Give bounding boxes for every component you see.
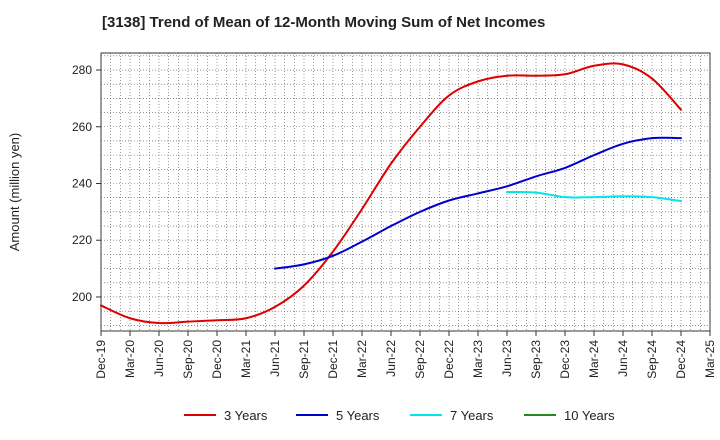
x-tick-label: Sep-23 xyxy=(529,340,543,379)
y-tick-label: 280 xyxy=(72,63,92,77)
x-tick-label: Jun-21 xyxy=(268,340,282,377)
x-tick-label: Mar-21 xyxy=(239,340,253,378)
x-tick-label: Jun-24 xyxy=(616,340,630,377)
y-tick-label: 200 xyxy=(72,290,92,304)
legend-label-7-years: 7 Years xyxy=(450,408,494,423)
x-tick-label: Mar-23 xyxy=(471,340,485,378)
x-tick-label: Jun-20 xyxy=(152,340,166,377)
grid-lines xyxy=(100,53,711,331)
x-tick-label: Mar-25 xyxy=(703,340,717,378)
x-tick-label: Sep-21 xyxy=(297,340,311,379)
x-tick-label: Sep-20 xyxy=(181,340,195,379)
x-tick-label: Mar-20 xyxy=(123,340,137,378)
y-tick-label: 220 xyxy=(72,233,92,247)
legend: 3 Years 5 Years 7 Years 10 Years xyxy=(184,408,615,423)
legend-label-5-years: 5 Years xyxy=(336,408,380,423)
y-axis-ticks: 200 220 240 260 280 xyxy=(72,63,101,304)
x-tick-label: Dec-20 xyxy=(210,340,224,379)
y-axis-title: Amount (million yen) xyxy=(7,133,22,252)
y-tick-label: 260 xyxy=(72,120,92,134)
x-tick-label: Sep-24 xyxy=(645,340,659,379)
x-tick-label: Jun-23 xyxy=(500,340,514,377)
series-line-7-years xyxy=(506,190,682,203)
x-tick-label: Dec-19 xyxy=(94,340,108,379)
x-tick-label: Dec-22 xyxy=(442,340,456,379)
x-tick-label: Jun-22 xyxy=(384,340,398,377)
legend-label-3-years: 3 Years xyxy=(224,408,268,423)
x-tick-label: Dec-21 xyxy=(326,340,340,379)
chart-title: [3138] Trend of Mean of 12-Month Moving … xyxy=(102,14,546,31)
x-tick-label: Mar-24 xyxy=(587,340,601,378)
legend-label-10-years: 10 Years xyxy=(564,408,615,423)
series-line-3-years xyxy=(100,62,682,325)
plot-area xyxy=(100,52,711,332)
y-tick-label: 240 xyxy=(72,176,92,190)
x-tick-label: Sep-22 xyxy=(413,340,427,379)
x-tick-label: Dec-23 xyxy=(558,340,572,379)
x-tick-label: Mar-22 xyxy=(355,340,369,378)
series-line-5-years xyxy=(274,136,682,270)
series-lines xyxy=(100,62,682,325)
x-axis-ticks: Dec-19 Mar-20 Jun-20 Sep-20 Dec-20 Mar-21 Jun-… xyxy=(94,331,717,379)
x-tick-label: Dec-24 xyxy=(674,340,688,379)
